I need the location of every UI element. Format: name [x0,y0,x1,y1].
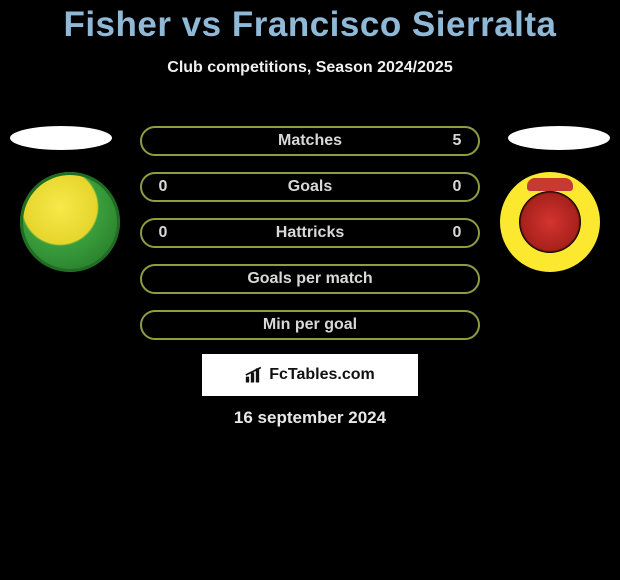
stat-row: 0 Hattricks 0 [140,218,480,248]
player-left-avatar [10,126,112,150]
branding-box: FcTables.com [202,354,418,396]
page-subtitle: Club competitions, Season 2024/2025 [167,59,452,77]
club-badge-left [20,172,120,272]
stat-row: Goals per match [140,264,480,294]
bars-icon [245,366,265,384]
stat-label: Min per goal [263,316,357,334]
club-badge-right [500,172,600,272]
stat-label: Hattricks [276,224,344,242]
snapshot-date: 16 september 2024 [234,408,386,428]
stats-list: Matches 5 0 Goals 0 0 Hattricks 0 Goals … [140,126,480,340]
stat-right-value: 5 [450,132,464,150]
stat-row: Min per goal [140,310,480,340]
stat-left-value: 0 [156,178,170,196]
stat-label: Goals [288,178,332,196]
branding-text: FcTables.com [269,366,375,384]
stat-row: Matches 5 [140,126,480,156]
page-title: Fisher vs Francisco Sierralta [63,5,556,45]
stat-label: Matches [278,132,342,150]
stat-right-value: 0 [450,178,464,196]
stat-row: 0 Goals 0 [140,172,480,202]
stat-left-value: 0 [156,224,170,242]
player-right-avatar [508,126,610,150]
stat-right-value: 0 [450,224,464,242]
stat-label: Goals per match [247,270,372,288]
